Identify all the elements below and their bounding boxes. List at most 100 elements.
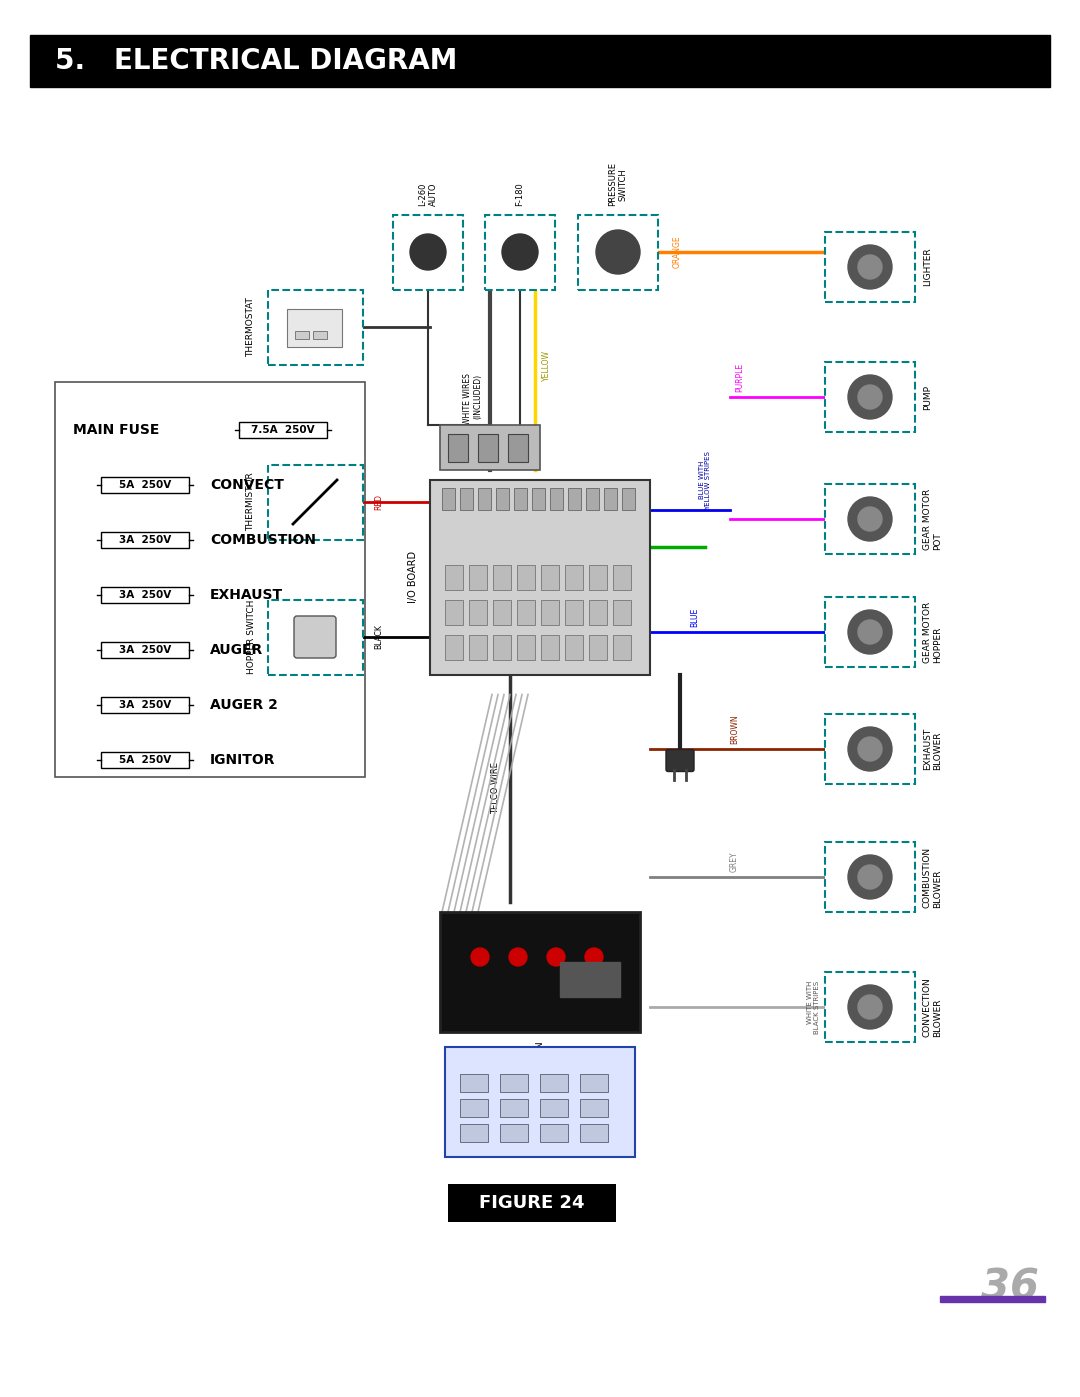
Text: THERMISTOR: THERMISTOR — [246, 472, 256, 531]
Bar — [492, 599, 511, 624]
Bar — [496, 488, 509, 510]
Bar — [508, 433, 528, 461]
Circle shape — [546, 949, 565, 965]
Bar — [580, 1099, 608, 1118]
Bar — [102, 532, 189, 548]
Text: LIGHTER: LIGHTER — [923, 247, 932, 286]
Text: COMBUSTION: COMBUSTION — [210, 534, 316, 548]
Circle shape — [848, 610, 892, 654]
Bar — [102, 752, 189, 768]
Text: COMBUSTION
BLOWER: COMBUSTION BLOWER — [923, 847, 943, 908]
Bar — [613, 564, 631, 590]
Bar — [239, 422, 327, 439]
Circle shape — [858, 256, 882, 279]
Circle shape — [502, 235, 538, 270]
Text: ORANGE: ORANGE — [673, 236, 681, 268]
Bar — [440, 425, 540, 469]
Bar — [589, 634, 607, 659]
Circle shape — [858, 865, 882, 888]
Bar — [568, 488, 581, 510]
Text: AUGER 2: AUGER 2 — [210, 698, 278, 712]
Bar — [825, 232, 915, 302]
Text: 3A  250V: 3A 250V — [119, 535, 171, 545]
Bar — [604, 488, 617, 510]
Bar — [825, 483, 915, 555]
Bar — [589, 564, 607, 590]
Bar — [532, 488, 545, 510]
Circle shape — [596, 231, 640, 274]
Bar — [460, 1125, 488, 1141]
Bar — [517, 634, 535, 659]
Circle shape — [471, 949, 489, 965]
Bar — [30, 35, 1050, 87]
Bar — [268, 289, 363, 365]
Circle shape — [848, 374, 892, 419]
Bar — [448, 1185, 616, 1222]
Bar — [393, 215, 463, 289]
Bar — [825, 597, 915, 666]
Bar — [268, 599, 363, 675]
Text: PUMP: PUMP — [923, 384, 932, 409]
Bar — [287, 309, 342, 346]
Bar — [561, 963, 620, 997]
Bar — [540, 1099, 568, 1118]
Text: TELCO WIRE: TELCO WIRE — [491, 763, 500, 814]
Bar — [442, 488, 455, 510]
Circle shape — [858, 620, 882, 644]
Text: WHITE WIRES
(INCLUDED): WHITE WIRES (INCLUDED) — [462, 373, 482, 426]
Circle shape — [848, 726, 892, 771]
Text: BLUE: BLUE — [690, 608, 699, 627]
Text: 3A  250V: 3A 250V — [119, 700, 171, 710]
Bar — [517, 599, 535, 624]
Circle shape — [410, 235, 446, 270]
Bar — [825, 842, 915, 912]
Bar — [460, 488, 473, 510]
Text: CONVECT: CONVECT — [210, 478, 284, 492]
Bar — [448, 433, 468, 461]
Circle shape — [858, 738, 882, 761]
Circle shape — [848, 985, 892, 1030]
Text: PURPLE: PURPLE — [735, 363, 744, 393]
Text: AUGER: AUGER — [210, 643, 264, 657]
Text: GEAR MOTOR
POT: GEAR MOTOR POT — [923, 489, 943, 549]
Text: LEXAN: LEXAN — [536, 1039, 544, 1070]
Text: 5A  250V: 5A 250V — [119, 754, 171, 766]
Text: 3A  250V: 3A 250V — [119, 590, 171, 599]
Bar — [469, 564, 487, 590]
Text: FIGURE 24: FIGURE 24 — [480, 1194, 584, 1213]
Bar — [102, 587, 189, 604]
Text: EXHAUST: EXHAUST — [210, 588, 283, 602]
Text: L-260
AUTO: L-260 AUTO — [418, 183, 437, 207]
Text: 5.   ELECTRICAL DIAGRAM: 5. ELECTRICAL DIAGRAM — [55, 47, 457, 75]
Bar — [469, 599, 487, 624]
Circle shape — [509, 949, 527, 965]
Bar — [478, 433, 498, 461]
Bar — [492, 564, 511, 590]
Bar — [565, 564, 583, 590]
FancyBboxPatch shape — [666, 750, 694, 771]
Bar — [500, 1125, 528, 1141]
Text: PRESSURE
SWITCH: PRESSURE SWITCH — [608, 162, 627, 207]
Bar — [565, 599, 583, 624]
Bar — [445, 634, 463, 659]
Bar — [460, 1074, 488, 1092]
Text: 36: 36 — [981, 1266, 1039, 1308]
Bar — [492, 634, 511, 659]
Bar — [55, 381, 365, 777]
Bar — [589, 599, 607, 624]
Text: IGNITOR: IGNITOR — [210, 753, 275, 767]
Text: WHITE WITH
BLACK STRIPES: WHITE WITH BLACK STRIPES — [807, 981, 820, 1034]
Bar — [102, 697, 189, 712]
Circle shape — [848, 855, 892, 900]
Bar — [313, 331, 327, 339]
Bar — [540, 1074, 568, 1092]
Bar — [469, 634, 487, 659]
Circle shape — [848, 497, 892, 541]
Bar — [430, 479, 650, 675]
Bar — [478, 488, 491, 510]
Bar — [485, 215, 555, 289]
Circle shape — [858, 507, 882, 531]
Text: GEAR MOTOR
HOPPER: GEAR MOTOR HOPPER — [923, 601, 943, 662]
Bar — [580, 1125, 608, 1141]
Bar — [445, 564, 463, 590]
